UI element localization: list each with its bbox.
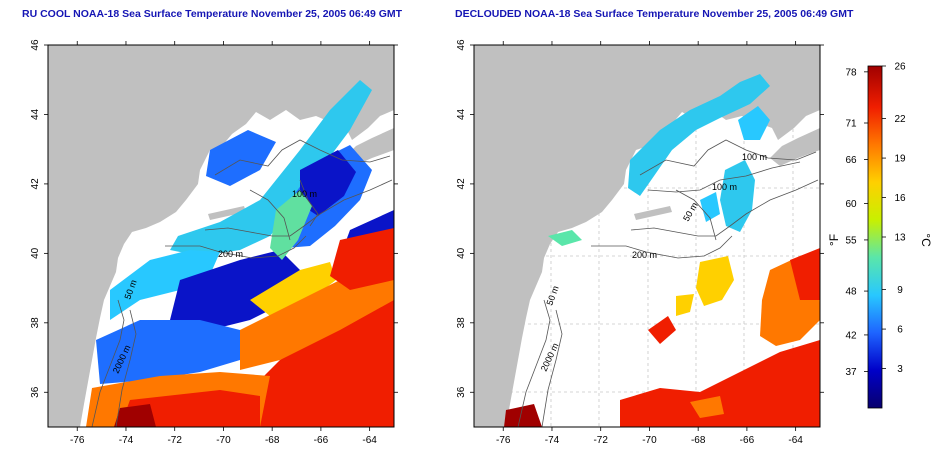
lon-tick-label: -70 [642,435,657,446]
lon-tick-label: -64 [362,435,377,446]
right-long-island [634,206,672,220]
lat-tick-label: 42 [30,178,41,190]
right-land-mass [474,45,820,427]
celsius-tick-label: 19 [894,154,906,165]
colorbar-fahrenheit-label: °F [827,234,841,246]
celsius-tick-label: 13 [894,233,906,244]
lon-tick-label: -66 [740,435,755,446]
colorbar-celsius-label: °C [919,233,933,247]
left-isobath-label: 200 m [218,249,243,259]
lat-tick-label: 36 [456,386,467,398]
lon-tick-label: -64 [788,435,803,446]
right-map-axes: -76 -74 -72 -70 -68 -66 -64 36 38 40 42 44 46 [456,39,824,446]
fahrenheit-tick-label: 60 [845,199,857,210]
lat-tick-label: 38 [30,317,41,329]
celsius-tick-label: 22 [894,114,906,125]
fahrenheit-tick-label: 66 [845,155,857,166]
celsius-tick-label: 16 [894,193,906,204]
lat-tick-label: 46 [456,39,467,51]
lat-tick-label: 38 [456,317,467,329]
lat-tick-label: 44 [456,108,467,120]
lon-tick-label: -72 [593,435,608,446]
lon-tick-label: -66 [314,435,329,446]
fahrenheit-tick-label: 71 [845,119,857,130]
fahrenheit-tick-label: 48 [845,287,857,298]
lon-tick-label: -68 [265,435,280,446]
colorbar: 26 22 19 16 13 9 6 3 78 71 66 60 55 48 42 37 °F °C [827,62,933,409]
right-map-panel: 100 m 100 m 50 m 200 m 50 m 2000 m [474,45,820,427]
lat-tick-label: 44 [30,108,41,120]
colorbar-gradient [867,65,883,409]
lon-tick-label: -74 [119,435,134,446]
right-nova-scotia [770,128,820,166]
celsius-tick-label: 3 [897,364,903,375]
lon-tick-label: -72 [167,435,182,446]
lon-tick-label: -70 [216,435,231,446]
lat-tick-label: 40 [456,247,467,259]
lat-tick-label: 36 [30,386,41,398]
left-map-panel: 200 m 100 m 50 m 2000 m [48,45,394,427]
left-long-island [208,206,246,220]
left-land-mass [48,45,394,427]
right-isobath-label: 100 m [742,152,767,162]
right-isobath-label: 200 m [632,250,657,260]
fahrenheit-tick-label: 42 [845,330,857,341]
left-isobaths [91,139,393,427]
fahrenheit-tick-label: 55 [845,235,857,246]
lon-tick-label: -76 [70,435,85,446]
left-panel-title: RU COOL NOAA-18 Sea Surface Temperature … [22,8,403,20]
right-panel-title: DECLOUDED NOAA-18 Sea Surface Temperatur… [455,8,854,20]
celsius-tick-label: 6 [897,325,903,336]
left-map-frame [47,44,395,428]
fahrenheit-tick-label: 78 [845,67,857,78]
lon-tick-label: -76 [496,435,511,446]
celsius-tick-label: 26 [894,62,906,73]
right-isobath-label: 100 m [712,182,737,192]
fahrenheit-tick-label: 37 [845,367,857,378]
colorbar-ticks: 26 22 19 16 13 9 6 3 78 71 66 60 55 48 42 37 [845,62,906,378]
right-sst-field [504,74,820,427]
right-map-frame [473,44,821,428]
left-map-axes: -76 -74 -72 -70 -68 -66 -64 36 38 40 42 44 46 [30,39,398,446]
lon-tick-label: -68 [691,435,706,446]
lon-tick-label: -74 [545,435,560,446]
celsius-tick-label: 9 [897,285,903,296]
lat-tick-label: 40 [30,247,41,259]
lat-tick-label: 42 [456,178,467,190]
left-isobath-label: 100 m [292,189,317,199]
left-sst-field [86,80,394,427]
lat-tick-label: 46 [30,39,41,51]
right-isobaths [517,139,819,427]
